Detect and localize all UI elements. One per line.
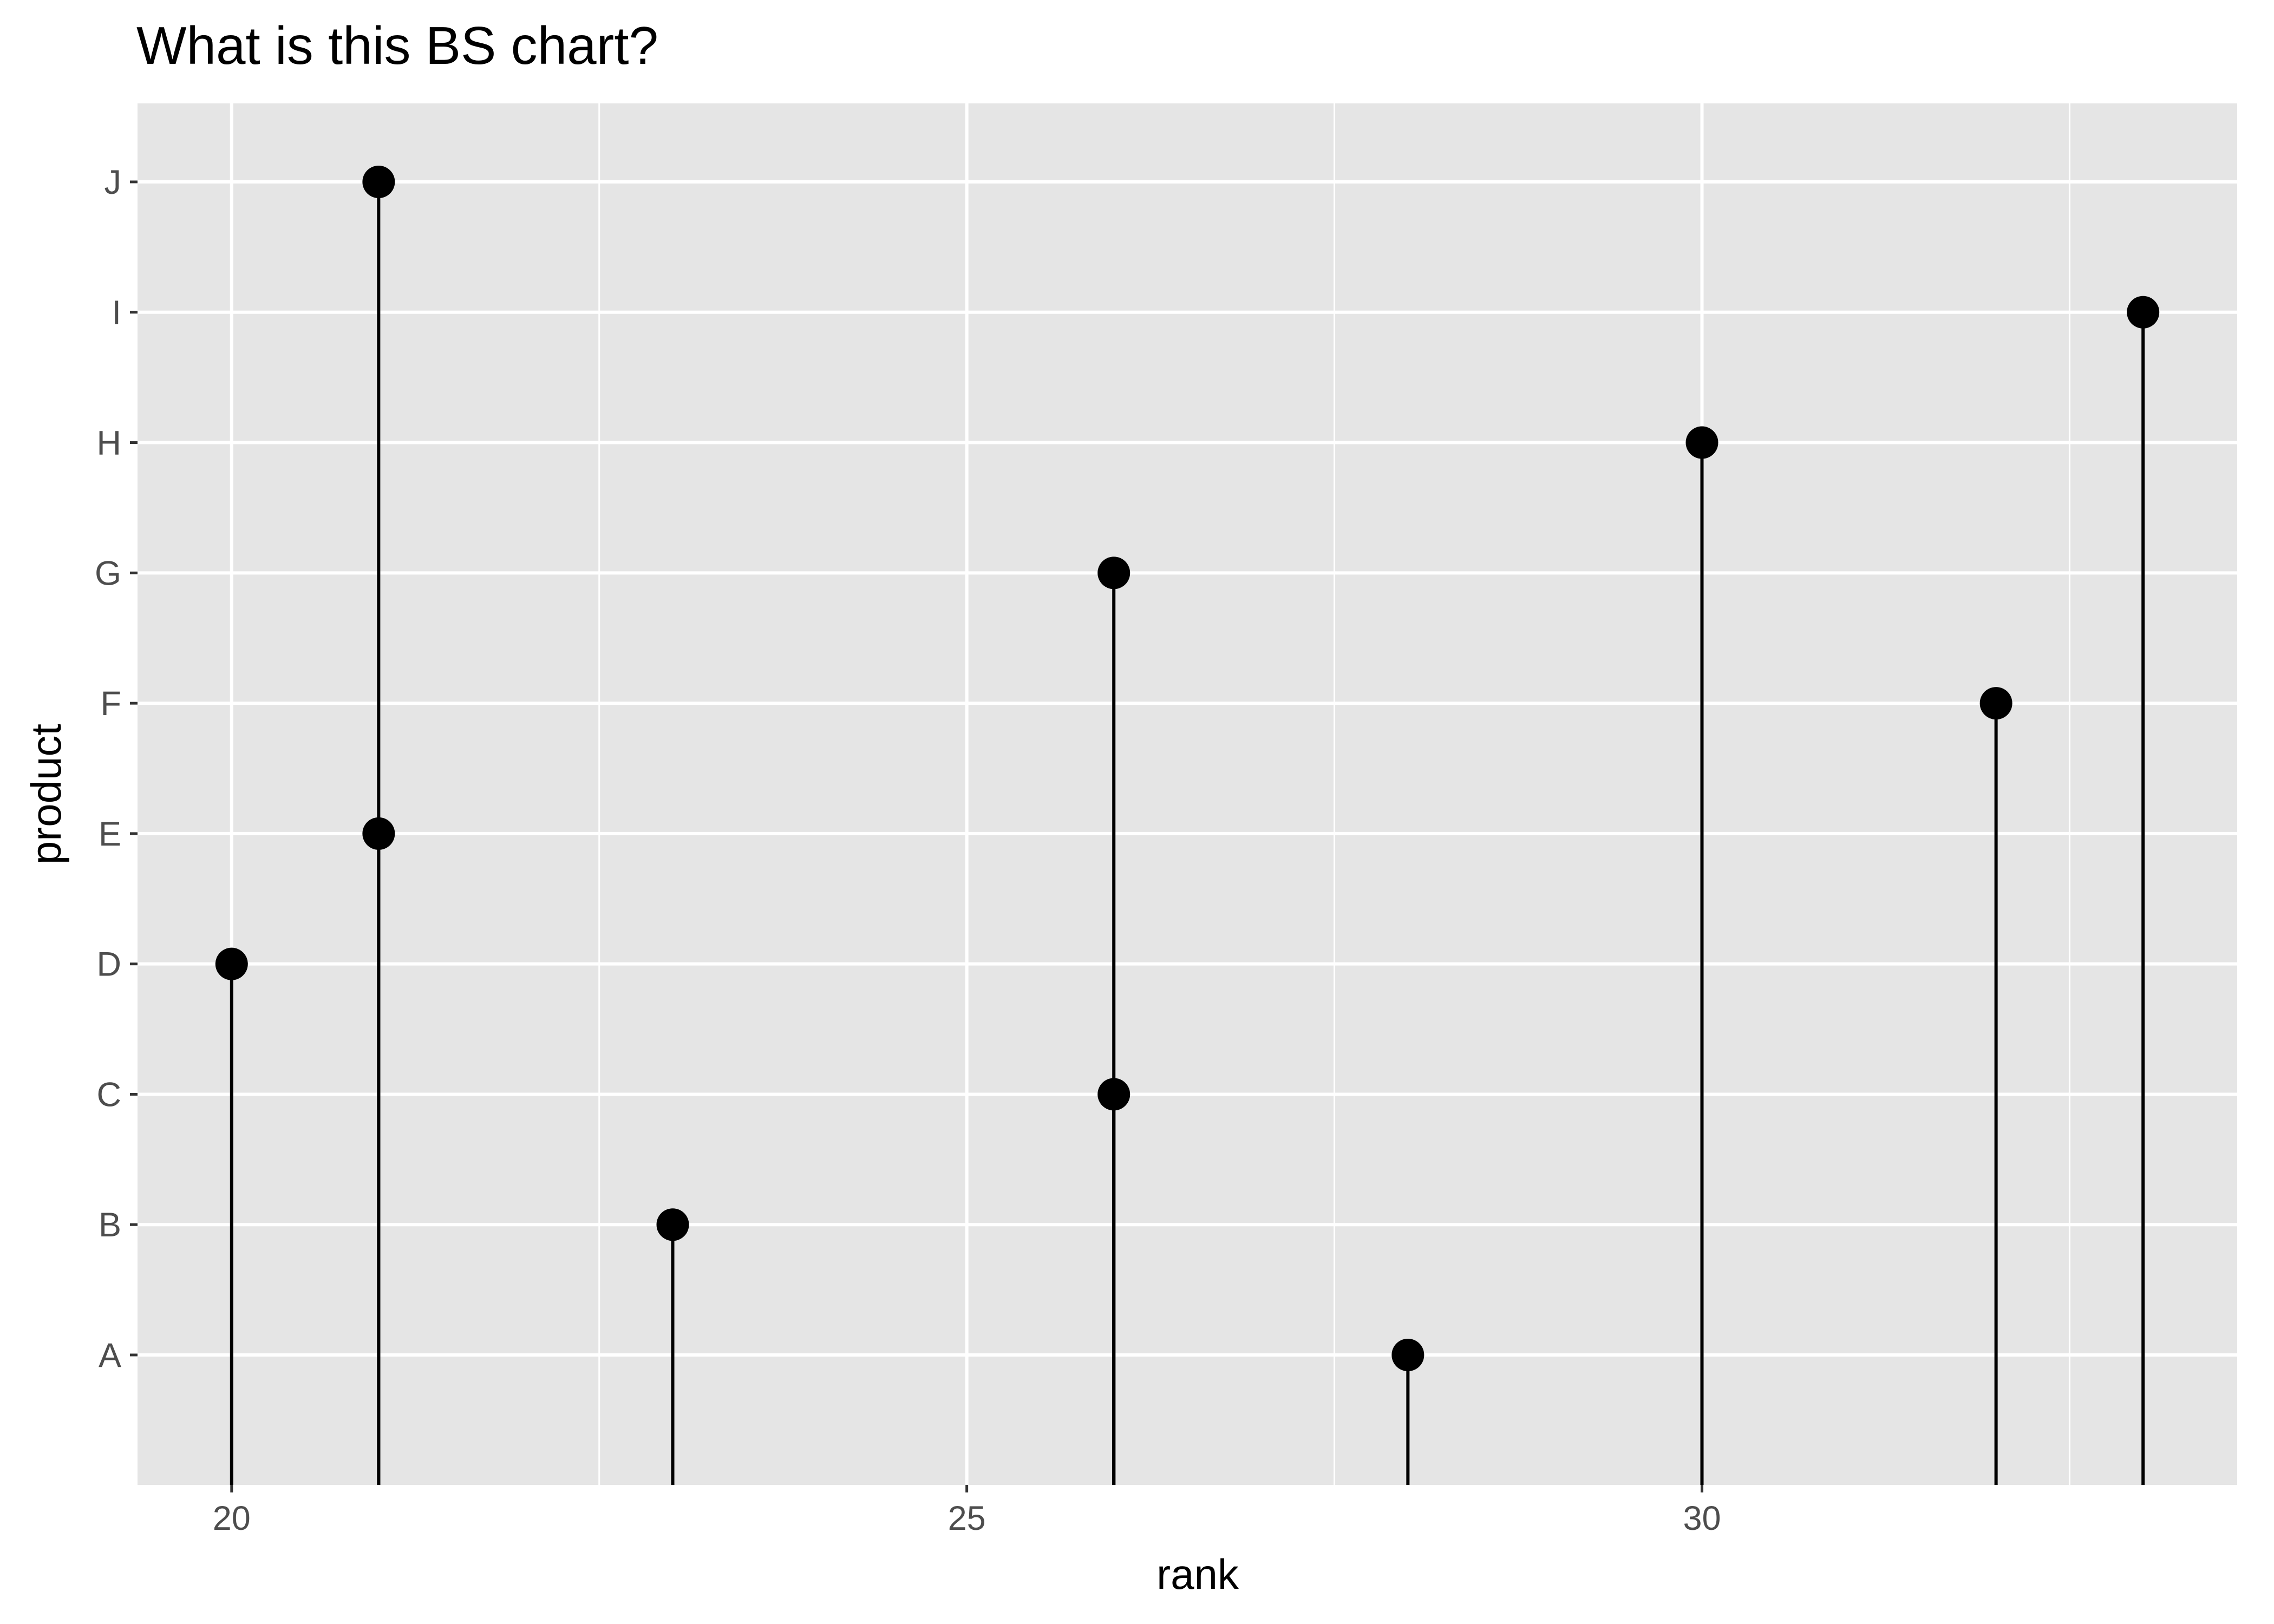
point-I xyxy=(2127,296,2160,329)
y-tick-label: E xyxy=(99,815,121,853)
lollipop-points xyxy=(215,166,2160,1371)
x-axis-title: rank xyxy=(1156,1550,1239,1598)
x-tick-label: 20 xyxy=(213,1499,251,1537)
point-B xyxy=(656,1208,689,1241)
y-axis-title: product xyxy=(22,724,70,865)
y-tick-label: D xyxy=(97,946,122,984)
x-tick-label: 30 xyxy=(1683,1499,1721,1537)
axis-ticks: 20 25 30 A B C D E F G H I J xyxy=(95,163,1721,1537)
y-tick-label: I xyxy=(112,294,121,332)
point-C xyxy=(1097,1078,1131,1111)
y-tick-label: F xyxy=(101,685,121,723)
point-G xyxy=(1097,556,1131,590)
chart-title: What is this BS chart? xyxy=(136,16,658,75)
point-D xyxy=(215,947,248,980)
y-tick-label: B xyxy=(99,1206,121,1244)
point-J xyxy=(362,166,395,198)
y-tick-label: J xyxy=(104,163,122,201)
grid-layer xyxy=(138,103,2237,1485)
y-tick-label: G xyxy=(95,554,121,592)
point-E xyxy=(362,817,395,850)
point-A xyxy=(1391,1339,1424,1371)
y-tick-label: H xyxy=(97,424,122,462)
x-tick-label: 25 xyxy=(948,1499,986,1537)
y-tick-label: A xyxy=(99,1337,121,1374)
point-H xyxy=(1685,426,1718,459)
y-tick-label: C xyxy=(97,1076,122,1114)
plot-panel xyxy=(138,103,2237,1485)
point-F xyxy=(1979,687,2012,720)
